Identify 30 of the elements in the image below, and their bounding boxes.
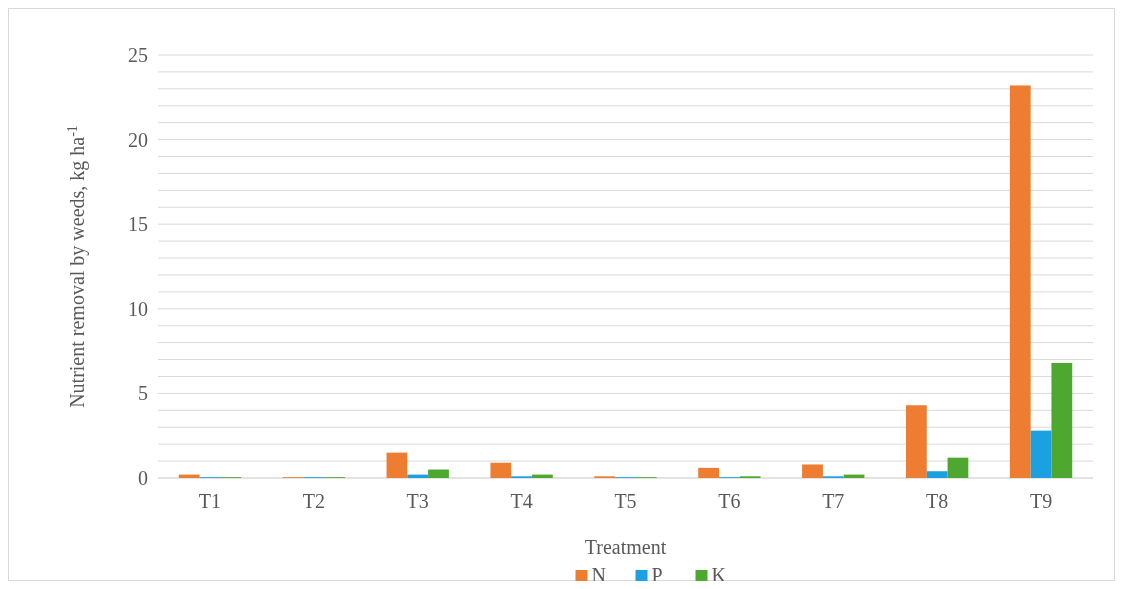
bar [947,457,969,478]
y-tick-label: 5 [138,382,148,405]
x-tick-label: T1 [198,490,222,512]
bar [1030,430,1052,478]
x-tick-label: T9 [1029,490,1053,512]
y-tick-label: 0 [138,467,148,489]
y-tick-label: 15 [128,213,148,236]
x-tick-label: T8 [926,490,949,512]
bar [1051,362,1073,478]
bar [428,469,449,478]
x-tick-label: T4 [510,490,533,512]
x-tick-label: T6 [718,490,741,512]
x-tick-label: T2 [302,490,325,512]
y-tick-label: 25 [128,44,148,66]
x-axis-title: Treatment [584,536,667,558]
bar [926,471,948,478]
bar [178,474,200,478]
bar [802,464,823,478]
y-tick-label: 20 [128,128,148,151]
bar [698,467,719,478]
y-tick-label: 10 [128,297,148,320]
x-tick-label: T3 [406,490,429,512]
bar [906,405,927,478]
x-tick-label: T5 [614,490,637,512]
bar [532,474,553,478]
bar [386,452,408,478]
x-tick-label: T7 [822,490,845,512]
bar [407,474,429,478]
bar [490,462,512,478]
bar [1009,85,1031,478]
